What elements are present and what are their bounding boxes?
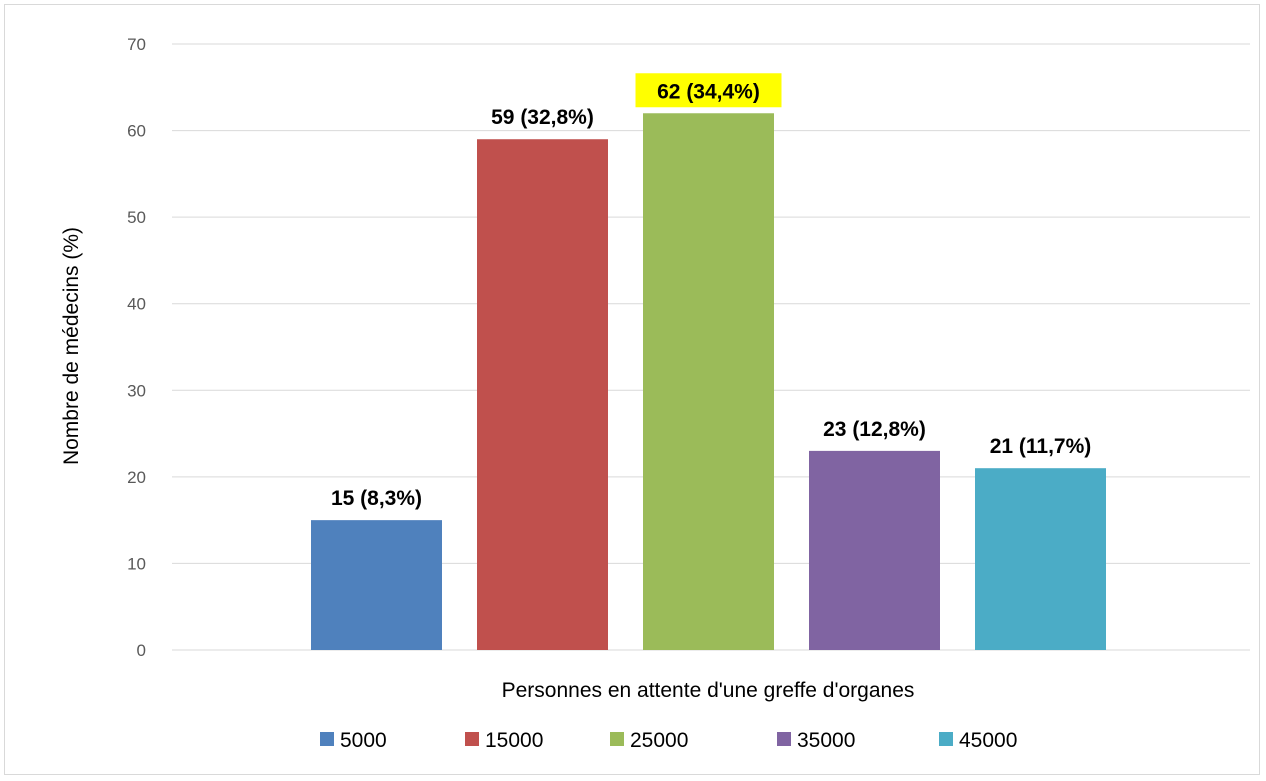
data-label: 15 (8,3%) [331, 487, 422, 510]
y-tick-label: 60 [127, 122, 146, 141]
bars [311, 113, 1106, 650]
data-labels: 15 (8,3%) 59 (32,8%) 62 (34,4%) 23 (12,8%) 2… [331, 73, 1091, 510]
y-tick-label: 0 [137, 641, 146, 660]
legend: 5000 15000 25000 35000 45000 [320, 729, 1017, 752]
y-tick-label: 50 [127, 208, 146, 227]
y-tick-label: 20 [127, 468, 146, 487]
legend-label: 5000 [340, 729, 387, 752]
bar-35000 [809, 450, 940, 650]
x-axis-title: Personnes en attente d'une greffe d'orga… [502, 679, 915, 702]
legend-label: 15000 [485, 729, 543, 752]
bar-25000 [643, 113, 774, 650]
bar-15000 [477, 139, 608, 650]
y-tick-label: 30 [127, 381, 146, 400]
y-tick-label: 10 [127, 554, 146, 573]
data-label: 23 (12,8%) [823, 418, 926, 441]
legend-swatch-35000 [777, 732, 791, 746]
bar-5000 [311, 520, 442, 650]
legend-swatch-25000 [610, 732, 624, 746]
data-label: 21 (11,7%) [990, 435, 1092, 458]
data-label-highlight [635, 73, 782, 108]
legend-label: 25000 [630, 729, 688, 752]
legend-label: 45000 [959, 729, 1017, 752]
y-tick-label: 40 [127, 295, 146, 314]
y-tick-labels: 0 10 20 30 40 50 60 70 [127, 35, 146, 660]
legend-label: 35000 [797, 729, 855, 752]
legend-swatch-15000 [465, 732, 479, 746]
bar-45000 [975, 468, 1106, 650]
data-label: 59 (32,8%) [491, 106, 594, 129]
y-tick-label: 70 [127, 35, 146, 54]
data-label: 62 (34,4%) [657, 80, 760, 103]
legend-swatch-5000 [320, 732, 334, 746]
legend-swatch-45000 [939, 732, 953, 746]
y-axis-title: Nombre de médecins (%) [60, 227, 83, 465]
